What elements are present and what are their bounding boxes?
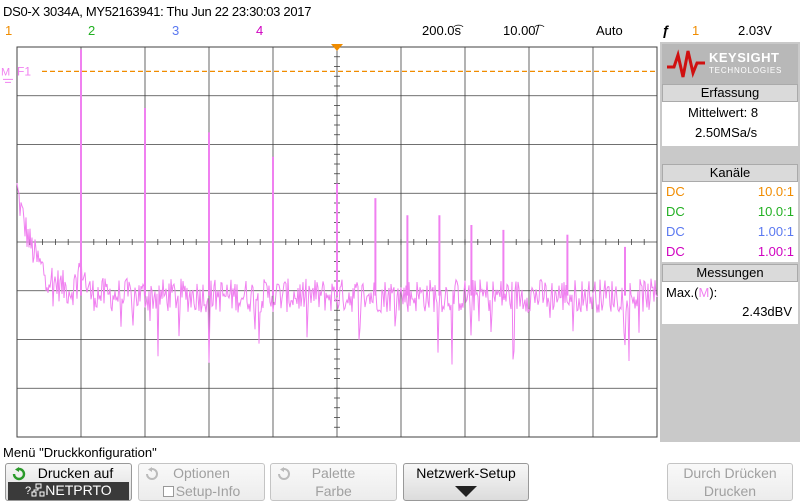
channel-coupling: DC [666, 184, 685, 199]
keysight-logo: KEYSIGHT TECHNOLOGIES [662, 44, 798, 84]
channel-probe-ratio: 10.0:1 [757, 184, 794, 199]
press-to-print-label: Durch Drücken [683, 465, 777, 481]
channel-row-2[interactable]: DC 10.0:1 [662, 202, 798, 222]
brand-subtitle: TECHNOLOGIES [709, 66, 783, 75]
channel-row-4[interactable]: DC 1.00:1 [662, 242, 798, 262]
submenu-arrow-icon [404, 485, 528, 501]
channel-3-label[interactable]: 3 [172, 23, 180, 38]
trigger-mode-readout: Auto [596, 23, 623, 38]
instrument-title: DS0-X 3034A, MY52163941: Thu Jun 22 23:3… [3, 4, 312, 19]
palette-label: Palette [311, 465, 356, 481]
channel-1-label[interactable]: 1 [5, 23, 13, 38]
channel-coupling: DC [666, 204, 685, 219]
waveform-display[interactable]: F1 M [0, 42, 660, 442]
brand-name: KEYSIGHT [709, 50, 780, 65]
channel-row-3[interactable]: DC 1.00:1 [662, 222, 798, 242]
timebase-readout: 200.0͡s [422, 23, 462, 38]
network-icon: ? [25, 483, 45, 497]
fft-trace [16, 49, 658, 365]
print-to-label: Drucken auf [37, 465, 114, 481]
network-setup-softkey[interactable]: Netzwerk-Setup [403, 463, 529, 501]
math-source-glyph: M [1, 66, 10, 78]
channel-probe-ratio: 1.00:1 [757, 224, 794, 239]
channel-coupling: DC [666, 224, 685, 239]
trigger-channel-readout: 1 [692, 23, 700, 38]
status-header: DS0-X 3034A, MY52163941: Thu Jun 22 23:3… [0, 0, 800, 42]
measurements-header[interactable]: Messungen [662, 264, 798, 282]
channel-2-label[interactable]: 2 [88, 23, 96, 38]
acq-mode: Mittelwert: 8 [688, 105, 759, 120]
channel-row-1[interactable]: DC 10.0:1 [662, 182, 798, 202]
setup-info-option[interactable]: Setup-Info [139, 483, 264, 499]
options-softkey[interactable]: Optionen Setup-Info [138, 463, 265, 501]
acquisition-info: Mittelwert: 8 2.50MSa/s [662, 102, 798, 146]
trigger-position-marker[interactable] [331, 44, 343, 51]
print-to-softkey[interactable]: Drucken auf ? NETPRTO [5, 463, 132, 501]
network-setup-label: Netzwerk-Setup [416, 465, 516, 481]
print-to-value: ? NETPRTO [8, 482, 129, 500]
press-to-print-softkey[interactable]: Durch Drücken Drucken [667, 463, 793, 501]
menu-title: Menü "Druckkonfiguration" [3, 445, 157, 460]
spectrum-chart: F1 M [1, 44, 658, 438]
acquisition-header[interactable]: Erfassung [662, 84, 798, 102]
measurement-value: 2.43dBV [742, 304, 792, 319]
palette-softkey[interactable]: Palette Farbe [270, 463, 397, 501]
channel-4-label[interactable]: 4 [256, 23, 264, 38]
measurement-label: Max.(M): [666, 285, 718, 300]
noise-floor-path [16, 183, 658, 365]
channel-coupling: DC [666, 244, 685, 259]
trigger-level-readout: 2.03V [738, 23, 772, 38]
rotate-knob-icon [12, 467, 26, 481]
palette-value: Farbe [315, 483, 352, 499]
channel-probe-ratio: 10.0:1 [757, 204, 794, 219]
acq-rate: 2.50MSa/s [695, 125, 758, 140]
channels-header[interactable]: Kanäle [662, 164, 798, 182]
press-to-print-value: Drucken [703, 483, 757, 499]
rotate-knob-icon [278, 467, 290, 480]
setup-info-checkbox[interactable] [162, 486, 174, 497]
trigger-edge-icon: ƒ [662, 22, 670, 38]
rotate-knob-icon [146, 467, 158, 480]
measurement-item[interactable]: Max.(M): 2.43dBV [662, 282, 798, 324]
channel-probe-ratio: 1.00:1 [757, 244, 794, 259]
info-panel: KEYSIGHT TECHNOLOGIES Erfassung Mittelwe… [660, 42, 800, 442]
keysight-wave-icon [667, 49, 705, 79]
math-marker-label: F1 [17, 64, 31, 78]
volts-per-div-readout: 10.00͡/ [503, 23, 540, 38]
svg-text:?: ? [25, 485, 31, 497]
options-label: Optionen [173, 465, 230, 481]
